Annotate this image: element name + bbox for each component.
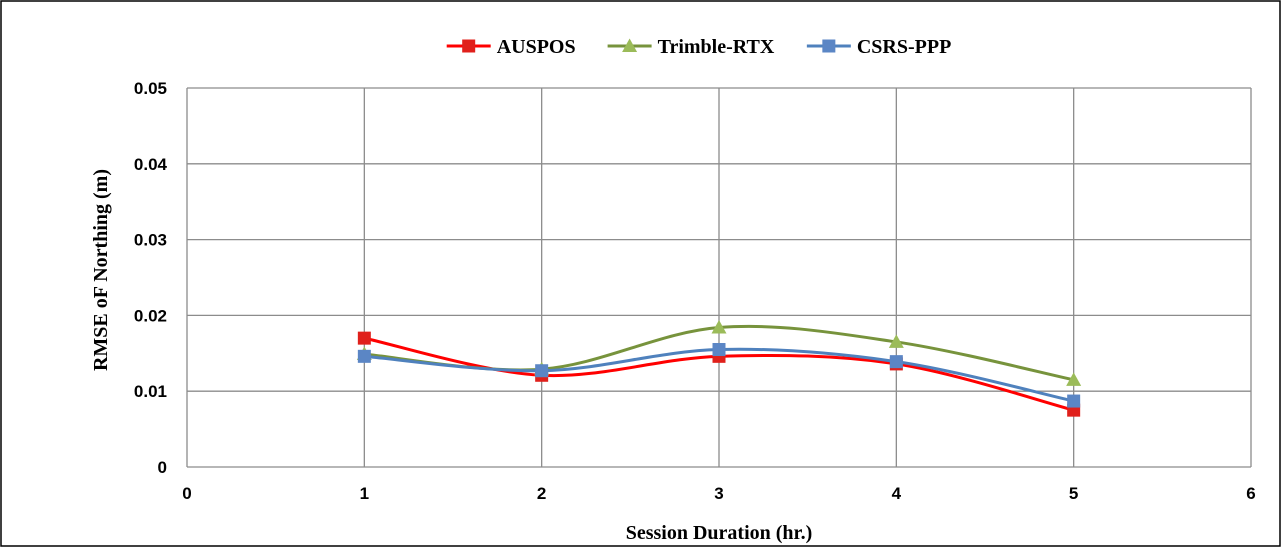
x-tick-label: 2 xyxy=(537,484,546,503)
x-tick-label: 3 xyxy=(714,484,723,503)
x-tick-label: 6 xyxy=(1246,484,1255,503)
series-csrs-ppp xyxy=(357,343,1081,408)
y-tick-label: 0 xyxy=(158,458,167,477)
data-point xyxy=(712,343,726,357)
x-axis-title: Session Duration (hr.) xyxy=(626,522,813,544)
y-tick-label: 0.03 xyxy=(134,231,167,250)
legend-item: Trimble-RTX xyxy=(607,36,775,58)
data-point xyxy=(889,355,903,369)
data-point xyxy=(711,320,727,334)
y-tick-label: 0.05 xyxy=(134,79,167,98)
data-point xyxy=(357,349,371,363)
y-tick-label: 0.04 xyxy=(134,155,168,174)
data-point xyxy=(888,334,904,348)
x-tick-label: 5 xyxy=(1069,484,1078,503)
data-point xyxy=(1067,394,1081,408)
y-tick-label: 0.01 xyxy=(134,382,167,401)
grid xyxy=(186,87,1252,468)
data-point xyxy=(357,331,371,345)
y-axis-title: RMSE oF Northing (m) xyxy=(90,169,112,371)
tick-labels: 0 0.01 0.02 0.03 0.04 0.05 0 1 2 3 4 5 6 xyxy=(134,79,1256,503)
legend-marker xyxy=(822,39,836,53)
y-tick-label: 0.02 xyxy=(134,306,167,325)
legend-item: CSRS-PPP xyxy=(806,36,951,58)
legend-label: CSRS-PPP xyxy=(857,36,951,58)
x-tick-label: 4 xyxy=(892,484,902,503)
data-point xyxy=(535,364,549,378)
legend-marker xyxy=(462,39,476,53)
legend-label: Trimble-RTX xyxy=(658,36,775,58)
legend: AUSPOS Trimble-RTX CSRS-PPP xyxy=(446,36,951,58)
x-tick-label: 0 xyxy=(182,484,191,503)
data-point xyxy=(1066,372,1082,386)
legend-label: AUSPOS xyxy=(497,36,576,58)
legend-marker xyxy=(622,38,638,52)
series-layer xyxy=(356,320,1082,417)
x-tick-label: 1 xyxy=(360,484,369,503)
legend-item: AUSPOS xyxy=(446,36,576,58)
